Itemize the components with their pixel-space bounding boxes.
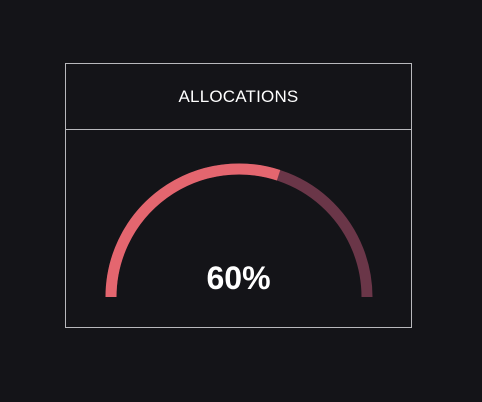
- gauge-value: 60%: [66, 260, 411, 297]
- panel-title: ALLOCATIONS: [179, 87, 299, 107]
- gauge: [66, 130, 411, 327]
- panel-header: ALLOCATIONS: [66, 64, 411, 130]
- panel-body: 60%: [66, 130, 411, 327]
- allocations-panel: ALLOCATIONS 60%: [65, 63, 412, 328]
